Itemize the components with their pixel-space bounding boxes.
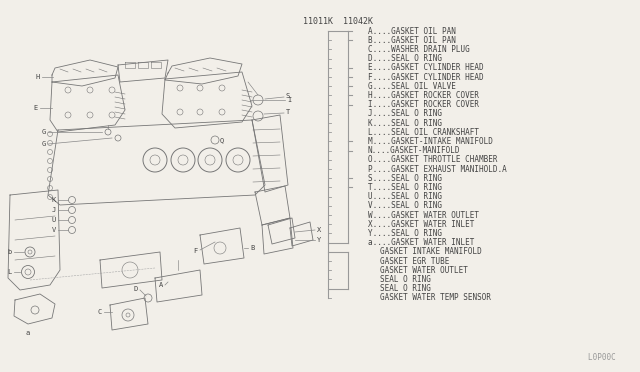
Text: I: I (287, 97, 291, 103)
Text: H: H (36, 74, 40, 80)
Text: D: D (134, 286, 138, 292)
Text: SEAL O RING: SEAL O RING (380, 275, 431, 284)
Text: M....GASKET-INTAKE MANIFOLD: M....GASKET-INTAKE MANIFOLD (368, 137, 493, 146)
Text: T....SEAL O RING: T....SEAL O RING (368, 183, 442, 192)
Text: V: V (52, 227, 56, 233)
Text: C....WASHER DRAIN PLUG: C....WASHER DRAIN PLUG (368, 45, 470, 54)
Text: J: J (52, 207, 56, 213)
Text: G: G (42, 129, 46, 135)
Text: G: G (42, 141, 46, 147)
Text: W....GASKET WATER OUTLET: W....GASKET WATER OUTLET (368, 211, 479, 219)
Text: L0P00C: L0P00C (588, 353, 620, 362)
Text: Y: Y (317, 237, 321, 243)
Text: a: a (26, 330, 30, 336)
Text: 11042K: 11042K (343, 17, 373, 26)
Text: a....GASKET WATER INLET: a....GASKET WATER INLET (368, 238, 474, 247)
Text: K....SEAL O RING: K....SEAL O RING (368, 119, 442, 128)
Text: P....GASKET EXHAUST MANIHOLD.A: P....GASKET EXHAUST MANIHOLD.A (368, 164, 507, 173)
Text: N....GASKET-MANIFOLD: N....GASKET-MANIFOLD (368, 146, 461, 155)
Text: U: U (52, 217, 56, 223)
Text: A: A (159, 282, 163, 288)
Text: GASKET WATER TEMP SENSOR: GASKET WATER TEMP SENSOR (380, 293, 491, 302)
Text: G....SEAL OIL VALVE: G....SEAL OIL VALVE (368, 82, 456, 91)
Text: X: X (317, 227, 321, 233)
Text: K: K (52, 197, 56, 203)
Text: F: F (194, 248, 198, 254)
Text: B....GASKET OIL PAN: B....GASKET OIL PAN (368, 36, 456, 45)
Text: GASKET INTAKE MANIFOLD: GASKET INTAKE MANIFOLD (380, 247, 482, 256)
Text: I....GASKET ROCKER COVER: I....GASKET ROCKER COVER (368, 100, 479, 109)
Text: 11011K: 11011K (303, 17, 333, 26)
Text: S: S (286, 93, 291, 99)
Text: Y....SEAL O RING: Y....SEAL O RING (368, 229, 442, 238)
Text: L: L (8, 269, 12, 275)
Text: GASKET WATER OUTLET: GASKET WATER OUTLET (380, 266, 468, 275)
Text: Q: Q (220, 137, 224, 143)
Text: A....GASKET OIL PAN: A....GASKET OIL PAN (368, 26, 456, 35)
Text: S....SEAL O RING: S....SEAL O RING (368, 174, 442, 183)
Text: J....SEAL O RING: J....SEAL O RING (368, 109, 442, 118)
Text: T: T (286, 109, 291, 115)
Text: b: b (8, 249, 12, 255)
Text: V....SEAL O RING: V....SEAL O RING (368, 201, 442, 210)
Text: GASKET EGR TUBE: GASKET EGR TUBE (380, 257, 449, 266)
Text: E: E (34, 105, 38, 111)
Text: D....SEAL O RING: D....SEAL O RING (368, 54, 442, 63)
Text: F....GASKET CYLINDER HEAD: F....GASKET CYLINDER HEAD (368, 73, 484, 81)
Text: SEAL O RING: SEAL O RING (380, 284, 431, 293)
Text: U....SEAL O RING: U....SEAL O RING (368, 192, 442, 201)
Text: C: C (98, 309, 102, 315)
Text: O....GASKET THROTTLE CHAMBER: O....GASKET THROTTLE CHAMBER (368, 155, 497, 164)
Text: L....SEAL OIL CRANKSHAFT: L....SEAL OIL CRANKSHAFT (368, 128, 479, 137)
Text: H....GASKET ROCKER COVER: H....GASKET ROCKER COVER (368, 91, 479, 100)
Text: B: B (250, 245, 254, 251)
Text: E....GASKET CYLINDER HEAD: E....GASKET CYLINDER HEAD (368, 63, 484, 72)
Text: X....GASKET WATER INLET: X....GASKET WATER INLET (368, 220, 474, 229)
